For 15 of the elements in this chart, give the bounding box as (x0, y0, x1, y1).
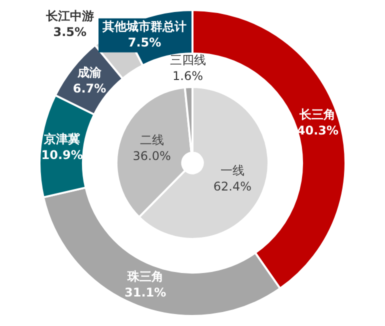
slice-label: 长江中游 (44, 9, 94, 24)
data-label: 1.6% (172, 69, 204, 84)
data-label: 62.4% (213, 180, 252, 194)
data-label: 10.9% (41, 148, 83, 162)
slice-label: 京津冀 (43, 132, 80, 146)
data-label: 40.3% (296, 124, 339, 138)
slice-label: 长三角 (298, 108, 336, 122)
slice-label: 成渝 (76, 66, 103, 80)
slice-label: 珠三角 (126, 270, 164, 284)
data-label: 6.7% (72, 82, 106, 96)
data-label: 36.0% (132, 148, 171, 163)
slice-label: 一线 (220, 164, 244, 178)
data-label: 31.1% (124, 286, 166, 300)
slice-label: 二线 (140, 132, 164, 147)
data-label: 3.5% (53, 25, 87, 40)
